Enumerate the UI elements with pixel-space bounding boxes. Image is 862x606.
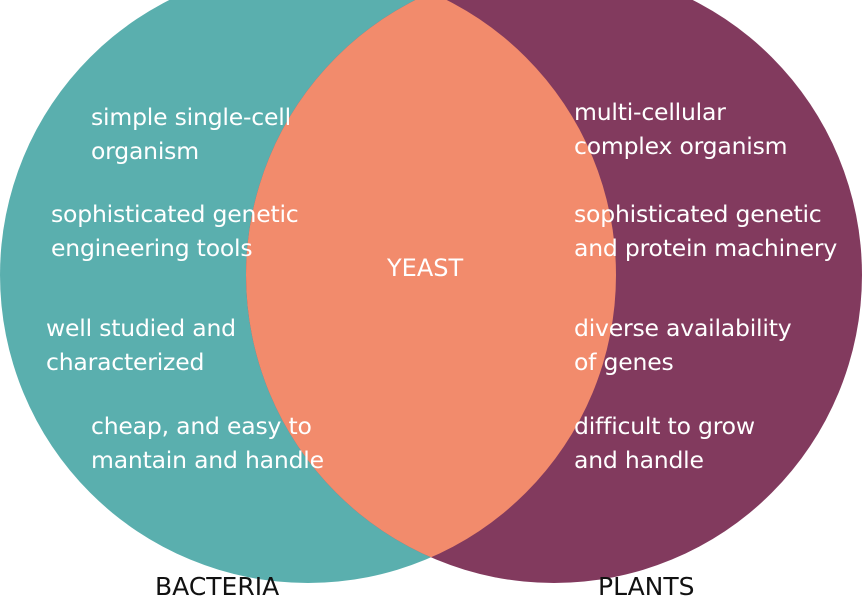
bacteria-item-1-line1: simple single-cell: [91, 103, 291, 131]
bacteria-item-3-line2: characterized: [46, 348, 205, 376]
bacteria-item-3-line1: well studied and: [46, 314, 236, 342]
bacteria-item-4-line2: mantain and handle: [91, 446, 324, 474]
bacteria-label: BACTERIA: [155, 572, 280, 601]
bacteria-item-2-line2: engineering tools: [51, 234, 253, 262]
bacteria-item-4: cheap, and easy to mantain and handle: [91, 409, 324, 477]
plants-item-3-line1: diverse availability: [574, 314, 792, 342]
plants-item-2: sophisticated genetic and protein machin…: [574, 197, 837, 265]
plants-item-1-line2: complex organism: [574, 132, 788, 160]
plants-item-1-line1: multi-cellular: [574, 98, 726, 126]
plants-item-4-line1: difficult to grow: [574, 412, 755, 440]
bacteria-item-1: simple single-cell organism: [91, 100, 291, 168]
yeast-overlap-region: [246, 0, 616, 583]
plants-item-2-line1: sophisticated genetic: [574, 200, 822, 228]
plants-item-3: diverse availability of genes: [574, 311, 792, 379]
bacteria-item-2-line1: sophisticated genetic: [51, 200, 299, 228]
plants-item-2-line2: and protein machinery: [574, 234, 838, 262]
yeast-label: YEAST: [387, 254, 464, 282]
plants-label: PLANTS: [598, 572, 695, 601]
bacteria-item-4-line1: cheap, and easy to: [91, 412, 312, 440]
bacteria-item-3: well studied and characterized: [46, 311, 236, 379]
plants-item-4: difficult to grow and handle: [574, 409, 755, 477]
plants-item-1: multi-cellular complex organism: [574, 95, 788, 163]
bacteria-item-1-line2: organism: [91, 137, 199, 165]
bacteria-item-2: sophisticated genetic engineering tools: [51, 197, 299, 265]
plants-item-3-line2: of genes: [574, 348, 674, 376]
plants-item-4-line2: and handle: [574, 446, 704, 474]
